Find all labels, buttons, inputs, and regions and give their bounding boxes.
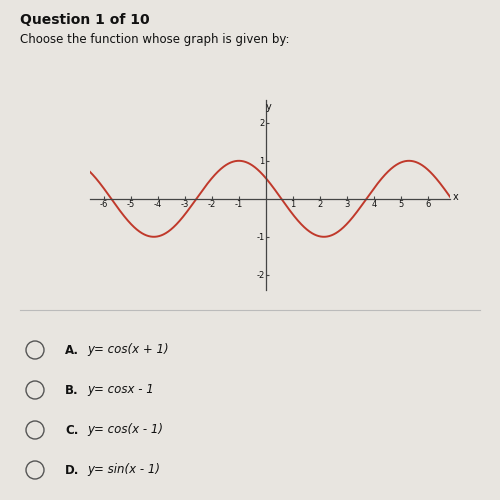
Text: Question 1 of 10: Question 1 of 10	[20, 12, 150, 26]
Text: y= cos(x - 1): y= cos(x - 1)	[88, 424, 164, 436]
Text: Choose the function whose graph is given by:: Choose the function whose graph is given…	[20, 32, 289, 46]
Text: B.: B.	[65, 384, 78, 396]
Text: A.: A.	[65, 344, 79, 356]
Text: y= sin(x - 1): y= sin(x - 1)	[88, 464, 160, 476]
Text: y= cosx - 1: y= cosx - 1	[88, 384, 154, 396]
Text: D.: D.	[65, 464, 80, 476]
Text: x: x	[452, 192, 458, 202]
Text: y= cos(x + 1): y= cos(x + 1)	[88, 344, 169, 356]
Text: y: y	[265, 102, 271, 112]
Text: C.: C.	[65, 424, 78, 436]
